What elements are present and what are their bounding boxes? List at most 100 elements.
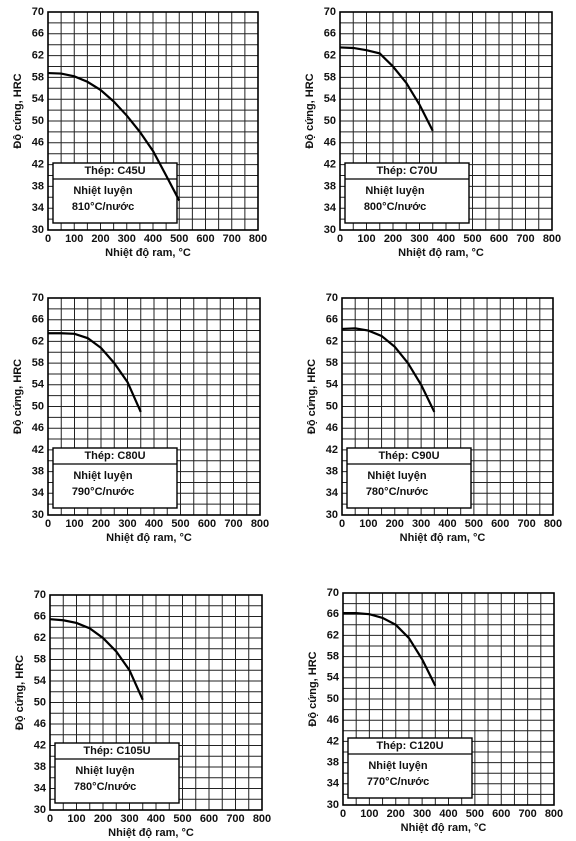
y-tick-label: 54 <box>32 93 45 105</box>
chart-panel: 0 100 200 300 400 500 600 700 800 30 34 38 42 46 50 54 5… <box>307 587 563 834</box>
y-tick-label: 38 <box>324 180 336 192</box>
x-tick-label: 400 <box>144 233 162 245</box>
plot-frame <box>49 594 263 811</box>
chart-panel: 0 100 200 300 400 500 600 700 800 30 34 38 42 46 50 54 5… <box>12 292 269 544</box>
x-tick-label: 100 <box>65 518 83 530</box>
y-axis-label: Độ cứng, HRC <box>306 359 318 434</box>
treatment-temp: 790°C/nước <box>72 486 134 498</box>
legend-box <box>344 162 470 224</box>
treatment-temp: 770°C/nước <box>367 776 429 788</box>
x-tick-label: 800 <box>543 233 561 245</box>
chart-panel: 0 100 200 300 400 500 600 700 800 30 34 38 42 46 50 54 5… <box>306 292 562 544</box>
y-tick-label: 62 <box>327 629 339 641</box>
x-tick-label: 600 <box>490 233 508 245</box>
treatment-label: Nhiệt luyện <box>365 185 425 197</box>
chart-panel: 0 100 200 300 400 500 600 700 800 30 34 38 42 46 50 54 5… <box>14 589 271 839</box>
legend-box <box>54 742 180 804</box>
x-tick-label: 700 <box>517 518 535 530</box>
y-axis-label: Độ cứng, HRC <box>12 73 24 148</box>
x-tick-label: 500 <box>171 518 189 530</box>
y-tick-label: 30 <box>34 804 46 816</box>
curve <box>47 71 181 202</box>
x-axis-label: Nhiệt độ ram, °C <box>105 247 191 259</box>
curve <box>48 332 142 413</box>
x-tick-label: 700 <box>516 233 534 245</box>
curve <box>341 327 436 413</box>
y-tick-label: 38 <box>32 180 44 192</box>
y-tick-label: 66 <box>327 608 339 620</box>
y-tick-label: 34 <box>34 782 47 794</box>
y-tick-label: 62 <box>34 632 46 644</box>
plot-frame <box>339 11 553 231</box>
y-tick-label: 34 <box>32 202 45 214</box>
x-tick-label: 300 <box>410 233 428 245</box>
x-axis-label: Nhiệt độ ram, °C <box>106 532 192 544</box>
legend-box <box>346 447 472 509</box>
x-tick-label: 600 <box>491 518 509 530</box>
y-tick-label: 70 <box>326 292 338 304</box>
x-tick-label: 300 <box>413 808 431 820</box>
y-tick-label: 46 <box>324 137 336 149</box>
x-tick-label: 700 <box>223 233 241 245</box>
treatment-temp: 780°C/nước <box>74 781 136 793</box>
y-tick-label: 42 <box>327 735 339 747</box>
y-tick-label: 46 <box>32 137 44 149</box>
y-tick-label: 50 <box>32 115 44 127</box>
x-tick-label: 400 <box>147 813 165 825</box>
x-tick-label: 0 <box>47 813 53 825</box>
x-tick-label: 500 <box>463 233 481 245</box>
x-tick-label: 200 <box>94 813 112 825</box>
y-tick-label: 70 <box>327 587 339 599</box>
x-tick-label: 0 <box>45 518 51 530</box>
y-tick-label: 66 <box>324 28 336 40</box>
x-tick-label: 0 <box>340 808 346 820</box>
y-tick-label: 62 <box>324 50 336 62</box>
y-tick-label: 54 <box>324 93 337 105</box>
y-tick-label: 70 <box>32 6 44 18</box>
chart-panel: 0 100 200 300 400 500 600 700 800 30 34 38 42 46 50 54 5… <box>304 6 561 259</box>
treatment-label: Nhiệt luyện <box>368 760 428 772</box>
x-tick-label: 500 <box>173 813 191 825</box>
x-tick-label: 200 <box>384 233 402 245</box>
y-tick-label: 46 <box>34 718 46 730</box>
x-tick-label: 800 <box>253 813 271 825</box>
x-tick-label: 100 <box>67 813 85 825</box>
y-tick-label: 50 <box>32 400 44 412</box>
y-tick-label: 58 <box>324 71 336 83</box>
y-axis-label: Độ cứng, HRC <box>12 359 24 434</box>
x-tick-label: 100 <box>359 518 377 530</box>
x-tick-label: 800 <box>249 233 267 245</box>
y-tick-label: 62 <box>326 335 338 347</box>
x-tick-label: 700 <box>518 808 536 820</box>
y-axis-label: Độ cứng, HRC <box>307 651 319 726</box>
x-tick-label: 600 <box>492 808 510 820</box>
legend-box <box>52 447 178 509</box>
x-tick-label: 200 <box>91 233 109 245</box>
x-tick-label: 300 <box>120 813 138 825</box>
plot-frame <box>47 297 261 516</box>
steel-label: Thép: C105U <box>83 745 150 757</box>
y-tick-label: 50 <box>327 693 339 705</box>
y-tick-label: 58 <box>327 651 339 663</box>
treatment-label: Nhiệt luyện <box>73 185 133 197</box>
legend-box <box>52 162 178 224</box>
y-axis-label: Độ cứng, HRC <box>304 73 316 148</box>
y-tick-label: 38 <box>326 466 338 478</box>
y-tick-label: 58 <box>326 357 338 369</box>
chart-panel: 0 100 200 300 400 500 600 700 800 30 34 38 42 46 50 54 5… <box>12 6 267 259</box>
y-tick-label: 42 <box>34 739 46 751</box>
x-axis-label: Nhiệt độ ram, °C <box>400 532 486 544</box>
x-tick-label: 200 <box>92 518 110 530</box>
x-tick-label: 200 <box>386 518 404 530</box>
x-tick-label: 500 <box>465 518 483 530</box>
x-tick-label: 700 <box>224 518 242 530</box>
x-tick-label: 400 <box>145 518 163 530</box>
y-tick-label: 38 <box>327 757 339 769</box>
x-axis-label: Nhiệt độ ram, °C <box>108 827 194 839</box>
y-tick-label: 54 <box>34 675 47 687</box>
y-tick-label: 38 <box>34 761 46 773</box>
x-tick-label: 800 <box>251 518 269 530</box>
y-tick-label: 42 <box>32 159 44 171</box>
plot-frame <box>47 11 259 231</box>
